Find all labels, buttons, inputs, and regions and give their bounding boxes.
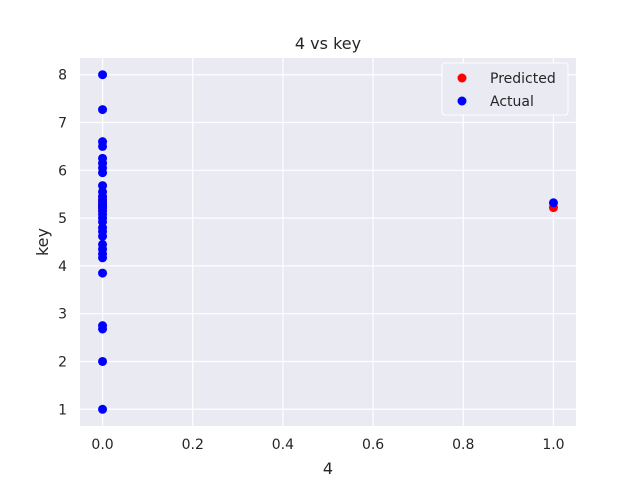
y-tick-label: 6 [58, 163, 67, 179]
y-tick-label: 8 [58, 68, 67, 84]
y-tick-label: 5 [58, 211, 67, 227]
legend-marker-predicted [457, 73, 467, 83]
legend: Predicted Actual [441, 62, 569, 116]
chart-title: 4 vs key [295, 34, 361, 53]
y-tick-label: 1 [58, 402, 67, 418]
x-tick-label: 0.6 [362, 437, 384, 453]
y-tick-label: 3 [58, 307, 67, 323]
y-tick-label: 2 [58, 354, 67, 370]
gridlines [80, 58, 576, 426]
x-tick-label: 0.4 [272, 437, 294, 453]
legend-marker-actual [457, 96, 467, 106]
legend-label-predicted: Predicted [490, 71, 556, 87]
point-actual [548, 198, 558, 208]
legend-label-actual: Actual [490, 94, 534, 110]
y-axis-label: key [33, 228, 52, 256]
point-actual [98, 141, 108, 151]
point-actual [98, 168, 108, 178]
point-actual [98, 356, 108, 366]
point-actual [98, 70, 108, 80]
point-actual [98, 268, 108, 278]
x-tick-labels: 0.0 0.2 0.4 0.6 0.8 1.0 [91, 437, 564, 453]
point-actual [98, 253, 108, 263]
y-tick-labels: 1 2 3 4 5 6 7 8 [58, 68, 67, 419]
x-tick-label: 0.8 [452, 437, 474, 453]
point-actual [98, 404, 108, 414]
point-actual [98, 181, 108, 191]
y-tick-label: 7 [58, 116, 67, 132]
plot-background [80, 58, 576, 426]
x-axis-label: 4 [323, 459, 333, 478]
y-tick-label: 4 [58, 259, 67, 275]
legend-box [441, 62, 569, 116]
x-tick-label: 0.2 [182, 437, 204, 453]
point-actual [98, 231, 108, 241]
point-actual [98, 324, 108, 334]
x-tick-label: 0.0 [91, 437, 113, 453]
x-tick-label: 1.0 [542, 437, 564, 453]
data-points [98, 70, 558, 414]
point-actual [98, 105, 108, 115]
